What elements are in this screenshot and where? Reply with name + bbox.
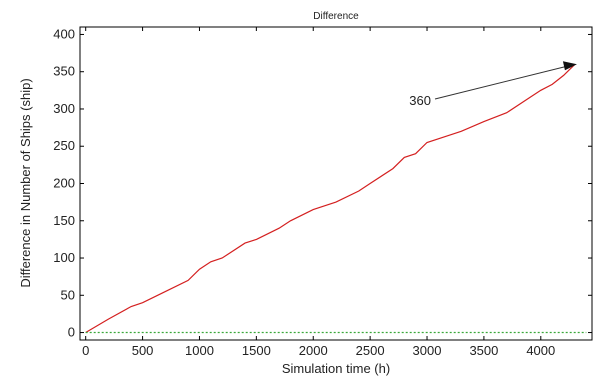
y-axis: 0 50 100 150 200 250 300 350 400: [53, 26, 592, 340]
y-tick-label: 0: [68, 325, 75, 340]
x-tick-label: 4000: [526, 343, 555, 358]
chart-title: Difference: [313, 11, 359, 22]
y-tick-label: 350: [53, 64, 75, 79]
y-tick-label: 400: [53, 26, 75, 41]
x-tick-label: 500: [132, 343, 154, 358]
y-tick-label: 300: [53, 101, 75, 116]
x-tick-label: 1000: [185, 343, 214, 358]
series-group: [85, 63, 587, 334]
annotation-label: 360: [409, 93, 431, 108]
plot-frame: [79, 26, 593, 341]
y-tick-label: 100: [53, 250, 75, 265]
x-axis: 0 500 1000 1500 2000 2500 3000 3500 4000: [82, 27, 555, 358]
x-tick-label: 2000: [299, 343, 328, 358]
y-tick-label: 200: [53, 176, 75, 191]
x-tick-label: 3000: [413, 343, 442, 358]
annotation-arrow-head: [562, 61, 577, 71]
x-tick-label: 0: [82, 343, 89, 358]
annotation-arrow-line: [434, 64, 572, 100]
x-tick-label: 2500: [356, 343, 385, 358]
y-tick-label: 250: [53, 138, 75, 153]
series-line-0: [85, 63, 576, 334]
annotation: 360: [409, 61, 577, 108]
y-axis-label: Difference in Number of Ships (ship): [18, 78, 33, 287]
y-tick-label: 150: [53, 213, 75, 228]
x-tick-label: 1500: [242, 343, 271, 358]
x-axis-label: Simulation time (h): [282, 361, 390, 376]
x-tick-label: 3500: [469, 343, 498, 358]
y-tick-label: 50: [61, 287, 75, 302]
